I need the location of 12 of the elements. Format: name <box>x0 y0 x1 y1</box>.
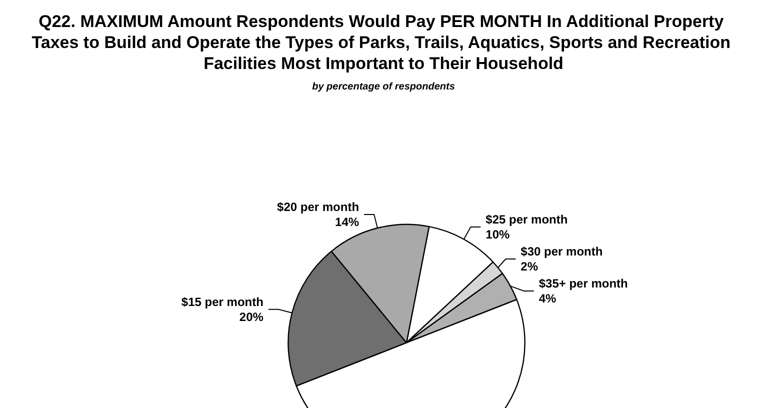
slice-label: $25 per month <box>486 212 568 226</box>
chart-title: Q22. MAXIMUM Amount Respondents Would Pay PER MONTH In Additional Property Taxes to Build and Operate the Types of Parks, Trails, Aquatics, Sports and Recreation Facilities Most Important to Their Household <box>32 12 736 73</box>
data-label: 4% <box>538 291 557 306</box>
chart-subtitle: by percentage of respondents <box>312 82 456 92</box>
data-label: 14% <box>335 214 360 229</box>
slice-label: $15 per month <box>181 294 264 309</box>
slice-label: $20 per month <box>277 200 360 214</box>
slice-label: $30 per month <box>520 244 603 258</box>
data-label: 10% <box>486 227 510 242</box>
data-label: 2% <box>520 259 538 274</box>
slice-label: $35+ per month <box>538 276 628 290</box>
data-label: 20% <box>239 310 264 324</box>
